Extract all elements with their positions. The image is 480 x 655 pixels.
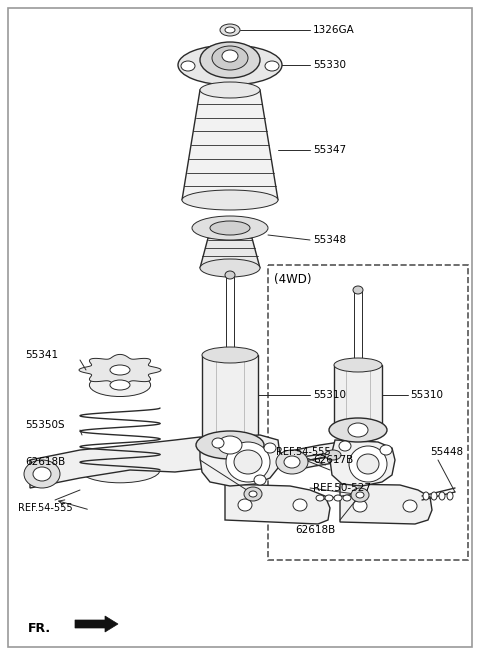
Ellipse shape [200, 259, 260, 277]
Polygon shape [200, 238, 260, 268]
Ellipse shape [244, 487, 262, 501]
Polygon shape [79, 354, 161, 386]
Bar [202, 355, 258, 445]
Ellipse shape [200, 42, 260, 78]
Bar [268, 265, 468, 560]
Ellipse shape [325, 450, 341, 460]
Text: 62617B: 62617B [313, 455, 353, 465]
Ellipse shape [334, 358, 382, 372]
Ellipse shape [334, 495, 342, 501]
Ellipse shape [403, 500, 417, 512]
Ellipse shape [264, 443, 276, 453]
Ellipse shape [202, 347, 258, 363]
Ellipse shape [276, 450, 308, 474]
Ellipse shape [222, 50, 238, 62]
Bar [334, 365, 382, 430]
Ellipse shape [423, 492, 429, 500]
Text: 55310: 55310 [410, 390, 443, 400]
Ellipse shape [212, 46, 248, 70]
Ellipse shape [447, 492, 453, 500]
Ellipse shape [353, 500, 367, 512]
Ellipse shape [192, 216, 268, 240]
Ellipse shape [316, 495, 324, 501]
Ellipse shape [380, 445, 392, 455]
Polygon shape [30, 437, 228, 488]
Ellipse shape [238, 499, 252, 511]
Ellipse shape [218, 436, 242, 454]
Ellipse shape [348, 423, 368, 437]
Ellipse shape [439, 492, 445, 500]
Ellipse shape [178, 45, 282, 85]
Text: 55330: 55330 [313, 60, 346, 70]
Ellipse shape [89, 373, 151, 396]
Ellipse shape [349, 446, 387, 482]
Ellipse shape [226, 442, 270, 482]
Ellipse shape [80, 457, 160, 483]
Ellipse shape [356, 492, 364, 498]
Ellipse shape [200, 82, 260, 98]
Ellipse shape [265, 61, 279, 71]
Ellipse shape [110, 365, 130, 375]
Polygon shape [225, 484, 330, 524]
Text: 1326GA: 1326GA [313, 25, 355, 35]
Ellipse shape [220, 24, 240, 36]
Ellipse shape [254, 475, 266, 485]
Ellipse shape [181, 61, 195, 71]
Polygon shape [330, 440, 395, 486]
Text: 55350S: 55350S [25, 420, 65, 430]
Ellipse shape [182, 190, 278, 210]
Ellipse shape [293, 499, 307, 511]
Text: 62618B: 62618B [25, 457, 65, 467]
Text: 55448: 55448 [430, 447, 463, 457]
Ellipse shape [353, 286, 363, 294]
Ellipse shape [225, 271, 235, 279]
Text: 62618B: 62618B [295, 525, 335, 535]
Text: FR.: FR. [28, 622, 51, 635]
Ellipse shape [284, 456, 300, 468]
Ellipse shape [351, 488, 369, 502]
Text: REF.54-555: REF.54-555 [18, 503, 72, 513]
Ellipse shape [431, 492, 437, 500]
Polygon shape [182, 90, 278, 200]
Ellipse shape [196, 431, 264, 459]
Polygon shape [75, 616, 118, 632]
Polygon shape [200, 435, 280, 486]
Ellipse shape [212, 438, 224, 448]
Ellipse shape [210, 221, 250, 235]
Polygon shape [285, 440, 378, 472]
Text: REF.54-555: REF.54-555 [276, 447, 331, 457]
Text: 55341: 55341 [25, 350, 58, 360]
Ellipse shape [33, 467, 51, 481]
Ellipse shape [249, 491, 257, 497]
Ellipse shape [325, 495, 333, 501]
Text: 55348: 55348 [313, 235, 346, 245]
Ellipse shape [339, 441, 351, 451]
Text: 55310: 55310 [313, 390, 346, 400]
Text: (4WD): (4WD) [274, 272, 312, 286]
Polygon shape [340, 484, 432, 524]
Ellipse shape [343, 495, 351, 501]
Ellipse shape [110, 380, 130, 390]
Text: 55347: 55347 [313, 145, 346, 155]
Ellipse shape [24, 460, 60, 488]
Ellipse shape [234, 450, 262, 474]
Text: REF.50-527: REF.50-527 [313, 483, 371, 493]
Ellipse shape [357, 454, 379, 474]
Ellipse shape [329, 418, 387, 442]
Ellipse shape [225, 27, 235, 33]
